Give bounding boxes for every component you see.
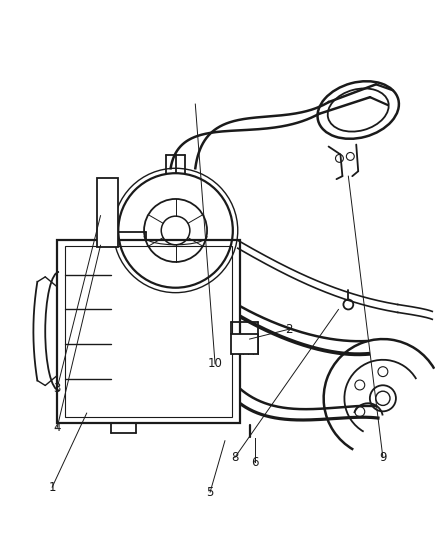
Text: 10: 10 [208,357,223,370]
Text: 8: 8 [231,451,238,464]
Bar [57,240,240,423]
Text: 2: 2 [285,322,293,336]
Bar [65,246,232,417]
Text: 3: 3 [53,382,61,395]
Bar [96,178,118,247]
Text: 9: 9 [379,451,387,464]
Text: 4: 4 [53,422,61,434]
Text: 5: 5 [206,486,214,498]
Bar [231,334,258,354]
Text: 6: 6 [251,456,258,469]
Text: 1: 1 [48,481,56,494]
